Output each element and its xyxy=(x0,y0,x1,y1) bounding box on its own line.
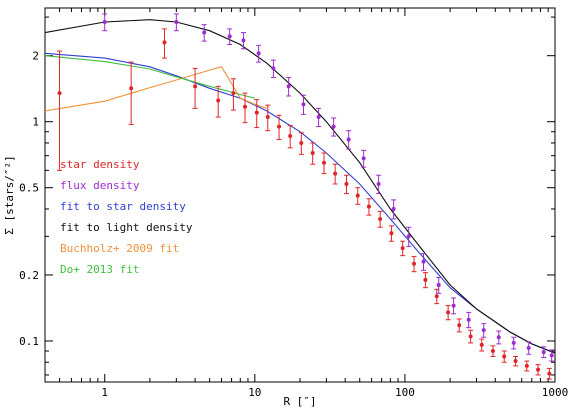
y-tick-label: 0.1 xyxy=(19,335,39,348)
star-density-point xyxy=(468,334,473,339)
flux-density-point xyxy=(549,353,554,358)
star-density-point xyxy=(536,367,541,372)
legend-entry: star density xyxy=(60,158,140,171)
x-axis-label: R [″] xyxy=(283,395,316,408)
star-density-point xyxy=(193,84,198,89)
flux-density-point xyxy=(436,283,441,288)
star-density-point xyxy=(524,363,529,368)
series-line-buchholz-2009-fit xyxy=(44,66,267,112)
star-density-point xyxy=(242,104,247,109)
flux-density-point xyxy=(316,115,321,120)
star-density-point xyxy=(57,91,62,96)
star-density-point xyxy=(378,216,383,221)
star-density-point xyxy=(216,98,221,103)
star-density-point xyxy=(446,310,451,315)
star-density-point xyxy=(479,342,484,347)
flux-density-point xyxy=(102,19,107,24)
x-tick-label: 100 xyxy=(395,386,415,399)
flux-density-point xyxy=(202,30,207,35)
flux-density-point xyxy=(227,34,232,39)
series-line-fit-to-light-density xyxy=(44,19,556,354)
flux-density-point xyxy=(376,181,381,186)
star-density-point xyxy=(502,354,507,359)
x-tick-label: 10 xyxy=(248,386,261,399)
star-density-point xyxy=(366,204,371,209)
flux-density-point xyxy=(346,137,351,142)
star-density-point xyxy=(321,160,326,165)
star-density-point xyxy=(490,349,495,354)
star-density-point xyxy=(423,277,428,282)
star-density-point xyxy=(333,171,338,176)
flux-density-point xyxy=(511,340,516,345)
flux-density-point xyxy=(174,19,179,24)
star-density-point xyxy=(310,150,315,155)
y-tick-label: 0.2 xyxy=(19,269,39,282)
star-density-point xyxy=(254,110,259,115)
star-density-point xyxy=(162,40,167,45)
flux-density-point xyxy=(331,124,336,129)
y-axis: 0.1 0.2 0.5 1 2 xyxy=(19,16,555,376)
flux-density-point xyxy=(541,350,546,355)
legend-entry: Buchholz+ 2009 fit xyxy=(60,242,179,255)
x-tick-label: 1 xyxy=(101,386,108,399)
flux-density-point xyxy=(241,38,246,43)
flux-density-point xyxy=(421,259,426,264)
y-tick-label: 2 xyxy=(32,50,39,63)
legend: star density flux density fit to star dens… xyxy=(60,158,193,276)
star-density-point xyxy=(288,134,293,139)
x-axis: 1 10 100 1000 xyxy=(44,8,569,399)
star-density-point xyxy=(355,193,360,198)
flux-density-point xyxy=(496,335,501,340)
flux-density-point xyxy=(451,303,456,308)
star-density-point xyxy=(412,261,417,266)
flux-density-point xyxy=(271,66,276,71)
star-density-point xyxy=(265,115,270,120)
flux-density-point xyxy=(286,84,291,89)
star-density-point xyxy=(277,124,282,129)
flux-density-point xyxy=(256,51,261,56)
flux-density-point xyxy=(361,156,366,161)
star-density-point xyxy=(547,371,552,376)
flux-density-point xyxy=(466,317,471,322)
flux-density-point xyxy=(406,234,411,239)
flux-density-point xyxy=(481,328,486,333)
star-density-point xyxy=(344,181,349,186)
legend-entry: fit to light density xyxy=(60,221,193,234)
series-layer xyxy=(44,13,556,380)
y-axis-label: Σ [stars/″²] xyxy=(3,155,16,234)
star-density-point xyxy=(513,359,518,364)
flux-density-point xyxy=(301,102,306,107)
star-density-point xyxy=(299,140,304,145)
star-density-point xyxy=(457,323,462,328)
y-tick-label: 0.5 xyxy=(19,182,39,195)
flux-density-point xyxy=(391,206,396,211)
star-density-point xyxy=(434,294,439,299)
y-tick-label: 1 xyxy=(32,116,39,129)
star-density-point xyxy=(129,86,134,91)
x-tick-label: 1000 xyxy=(542,386,569,399)
series-line-do-2013-fit xyxy=(44,55,255,99)
star-density-point xyxy=(400,246,405,251)
flux-density-point xyxy=(526,345,531,350)
legend-entry: Do+ 2013 fit xyxy=(60,263,139,276)
star-density-point xyxy=(231,91,236,96)
legend-entry: flux density xyxy=(60,179,140,192)
legend-entry: fit to star density xyxy=(60,200,186,213)
star-density-point xyxy=(389,231,394,236)
